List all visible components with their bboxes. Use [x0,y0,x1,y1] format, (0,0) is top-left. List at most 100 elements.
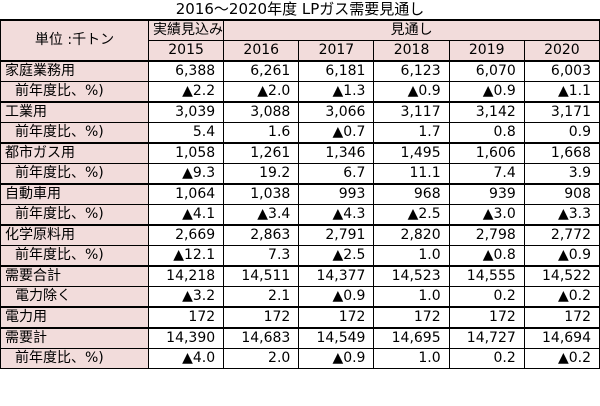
value-cell: 3,171 [523,101,600,123]
row-label: 都市ガス用 [0,142,149,164]
value-cell: 1,346 [298,142,375,164]
value-cell: 968 [373,183,450,205]
value-cell: 908 [523,183,600,205]
data-row: 電力除く ▲3.2 2.1 ▲0.9 1.0 0.2 ▲0.2 [0,286,600,308]
row-label: 需要合計 [0,265,149,287]
value-cell: 1,606 [448,142,525,164]
value-cell: 2,863 [223,224,300,246]
value-cell: ▲4.0 [147,348,225,369]
data-row: 前年度比、%) 5.4 1.6 ▲0.7 1.7 0.8 0.9 [0,122,600,144]
value-cell: ▲1.3 [298,81,375,103]
value-cell: 11.1 [373,163,450,185]
value-cell: 6,261 [223,60,300,82]
data-row: 都市ガス用 1,058 1,261 1,346 1,495 1,606 1,668 [0,142,600,164]
value-cell: 6.7 [298,163,375,185]
value-cell: 0.8 [448,122,525,144]
row-label: 化学原料用 [0,224,149,246]
value-cell: 14,694 [523,327,600,349]
row-label: 前年度比、%) [0,81,149,103]
value-cell: 1.0 [373,348,450,369]
value-cell: 3,117 [373,101,450,123]
value-cell: 6,070 [448,60,525,82]
row-label: 自動車用 [0,183,149,205]
year-header: 2020 [523,40,600,62]
data-row: 前年度比、%) ▲2.2 ▲2.0 ▲1.3 ▲0.9 ▲0.9 ▲1.1 [0,81,600,103]
value-cell: 3,088 [223,101,300,123]
value-cell: 1,261 [223,142,300,164]
value-cell: 3,039 [147,101,225,123]
data-row: 化学原料用 2,669 2,863 2,791 2,820 2,798 2,772 [0,224,600,246]
row-label: 工業用 [0,101,149,123]
value-cell: ▲0.2 [523,348,600,369]
value-cell: ▲0.9 [448,81,525,103]
data-row: 電力用 172 172 172 172 172 172 [0,306,600,329]
value-cell: ▲3.4 [223,204,300,226]
value-cell: 14,549 [298,327,375,349]
data-row: 前年度比、%) ▲12.1 7.3 ▲2.5 1.0 ▲0.8 ▲0.9 [0,245,600,267]
value-cell: 2,772 [523,224,600,246]
value-cell: 14,218 [147,265,225,287]
value-cell: 939 [448,183,525,205]
value-cell: ▲0.7 [298,122,375,144]
value-cell: 2,798 [448,224,525,246]
value-cell: ▲0.8 [448,245,525,267]
row-label: 前年度比、%) [0,204,149,226]
value-cell: 0.9 [523,122,600,144]
actual-header: 実績見込み [147,19,225,41]
value-cell: 14,522 [523,265,600,287]
unit-label: 単位 :千トン [0,19,149,62]
value-cell: ▲4.1 [147,204,225,226]
value-cell: ▲0.9 [373,81,450,103]
data-row: 前年度比、%) ▲9.3 19.2 6.7 11.1 7.4 3.9 [0,163,600,185]
value-cell: ▲2.5 [373,204,450,226]
row-label: 前年度比、%) [0,122,149,144]
value-cell: 2.1 [223,286,300,308]
year-header: 2018 [373,40,450,62]
value-cell: ▲0.9 [298,286,375,308]
value-cell: 172 [373,306,450,329]
value-cell: ▲3.3 [523,204,600,226]
value-cell: 6,181 [298,60,375,82]
value-cell: 1,058 [147,142,225,164]
value-cell: ▲3.0 [448,204,525,226]
value-cell: 19.2 [223,163,300,185]
value-cell: 1.6 [223,122,300,144]
value-cell: 1.0 [373,286,450,308]
data-row: 需要合計 14,218 14,511 14,377 14,523 14,555 14,522 [0,265,600,287]
value-cell: 6,003 [523,60,600,82]
table-title: 2016～2020年度 LPガス需要見通し [175,0,425,18]
forecast-table: 2016～2020年度 LPガス需要見通し 単位 :千トン 実績見込み 見通し … [0,0,600,369]
row-label: 需要計 [0,327,149,349]
value-cell: 172 [448,306,525,329]
value-cell: 2.0 [223,348,300,369]
value-cell: 14,555 [448,265,525,287]
data-row: 家庭業務用 6,388 6,261 6,181 6,123 6,070 6,003 [0,60,600,82]
data-row: 前年度比、%) ▲4.0 2.0 ▲0.9 1.0 0.2 ▲0.2 [0,348,600,369]
value-cell: 1,038 [223,183,300,205]
value-cell: 1,064 [147,183,225,205]
value-cell: 3.9 [523,163,600,185]
value-cell: 6,388 [147,60,225,82]
value-cell: ▲3.2 [147,286,225,308]
value-cell: ▲2.5 [298,245,375,267]
data-row: 自動車用 1,064 1,038 993 968 939 908 [0,183,600,205]
value-cell: 0.2 [448,286,525,308]
value-cell: ▲0.9 [523,245,600,267]
value-cell: 14,683 [223,327,300,349]
value-cell: 0.2 [448,348,525,369]
value-cell: ▲9.3 [147,163,225,185]
row-label: 前年度比、%) [0,163,149,185]
value-cell: ▲0.9 [298,348,375,369]
table-body: 2016～2020年度 LPガス需要見通し 単位 :千トン 実績見込み 見通し … [0,0,600,369]
value-cell: ▲12.1 [147,245,225,267]
value-cell: 172 [223,306,300,329]
value-cell: 1.7 [373,122,450,144]
value-cell: 1.0 [373,245,450,267]
forecast-header: 見通し [223,19,600,41]
value-cell: 172 [298,306,375,329]
value-cell: 2,669 [147,224,225,246]
value-cell: 14,390 [147,327,225,349]
value-cell: 172 [523,306,600,329]
year-header: 2019 [448,40,525,62]
